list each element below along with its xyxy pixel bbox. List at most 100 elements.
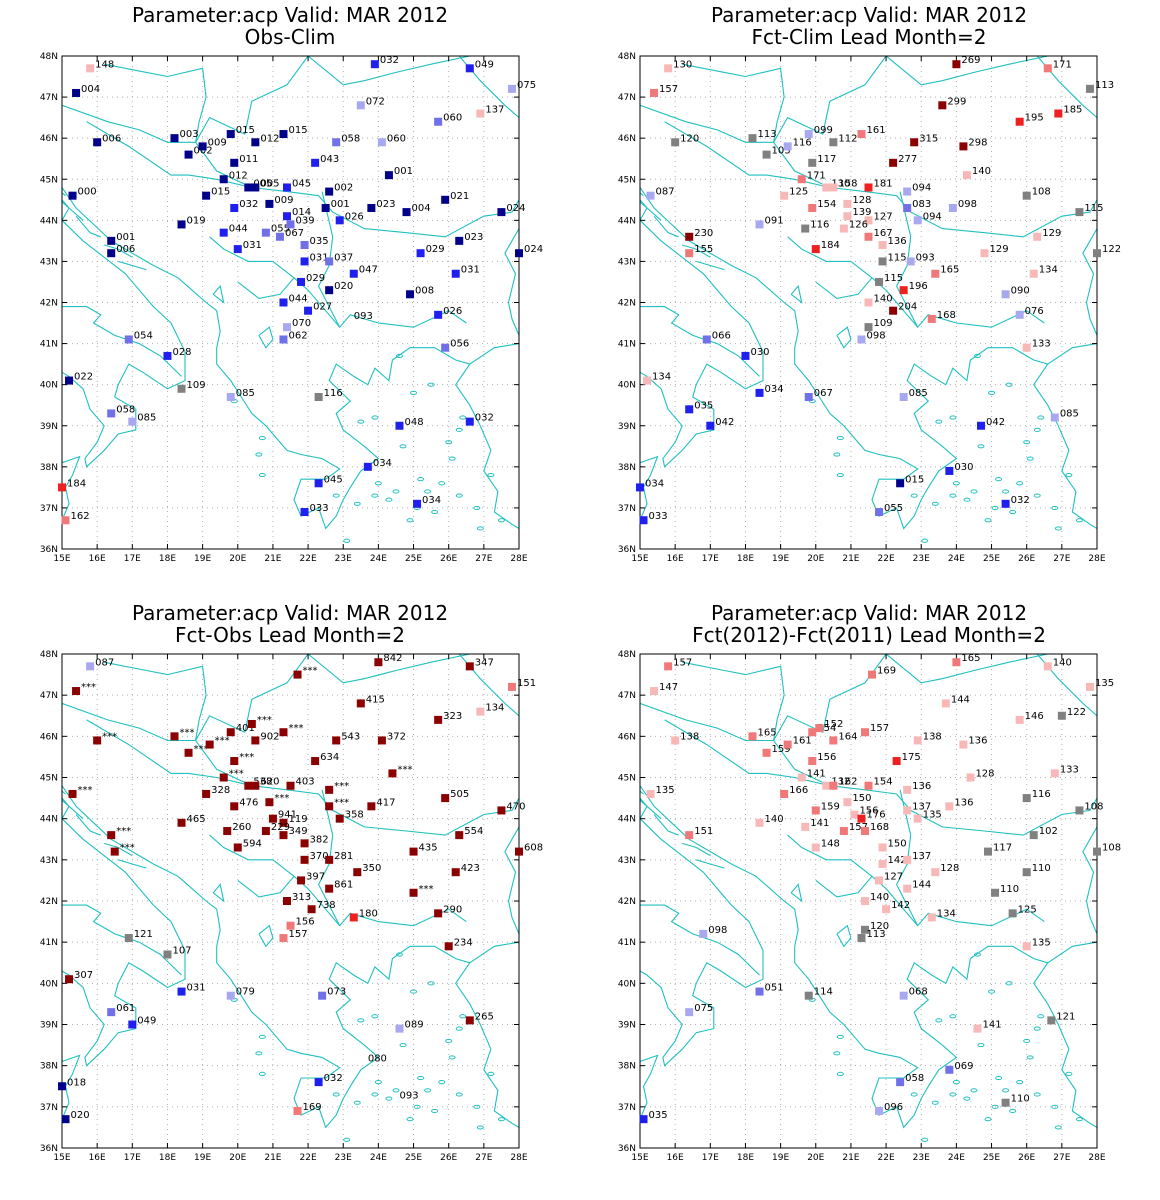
coastline	[62, 199, 186, 468]
station-square	[913, 736, 922, 745]
station-value: 024	[506, 203, 525, 214]
coastline	[1082, 825, 1097, 935]
panel-2-title: Parameter:acp Valid: MAR 2012 Fct-Clim L…	[609, 4, 1129, 48]
station-marker: 842	[374, 653, 402, 667]
station-square	[279, 335, 288, 344]
station-value: 230	[694, 228, 713, 239]
island	[1016, 481, 1024, 486]
island	[371, 1014, 379, 1019]
station-marker: 137	[903, 851, 931, 864]
station-marker: 020	[61, 1110, 90, 1124]
station-square	[864, 298, 873, 307]
station-marker: 165	[952, 653, 980, 667]
station-value: 028	[172, 347, 191, 358]
station-square	[476, 109, 485, 118]
island	[973, 952, 981, 957]
island	[1065, 1071, 1073, 1077]
lon-label: 26E	[440, 554, 457, 564]
island	[455, 1026, 463, 1031]
coastline	[104, 661, 207, 741]
station-square	[61, 516, 70, 525]
station-square	[233, 843, 242, 852]
station-value: 397	[306, 871, 325, 882]
lat-label: 39N	[40, 1021, 58, 1031]
station-marker: 023	[367, 199, 395, 213]
coastline	[317, 789, 341, 926]
station-value: 157	[870, 723, 889, 734]
station-square	[685, 232, 694, 241]
lat-label: 41N	[618, 340, 636, 350]
station-square	[741, 351, 750, 360]
lat-label: 39N	[40, 422, 58, 432]
station-value: 140	[1053, 657, 1072, 668]
station-marker: 423	[451, 863, 480, 877]
station-marker: 112	[829, 133, 857, 147]
station-value: 051	[765, 983, 784, 994]
station-marker: 126	[839, 220, 868, 233]
station-value: 060	[387, 133, 406, 144]
station-value: 061	[116, 1003, 135, 1014]
station-value: 121	[1056, 1011, 1075, 1022]
station-square	[61, 1115, 70, 1124]
station-marker: 055	[261, 224, 290, 237]
station-marker: 620	[251, 777, 279, 790]
station-marker: 031	[300, 252, 329, 266]
station-square	[1043, 64, 1052, 73]
station-square	[300, 240, 309, 249]
station-value: 114	[814, 987, 833, 998]
station-value: 110	[1000, 884, 1019, 895]
station-value: 148	[95, 59, 114, 70]
station-marker: 027	[304, 302, 332, 315]
station-marker: 083	[903, 199, 931, 213]
station-value: 135	[923, 810, 942, 821]
station-marker: ***	[409, 884, 434, 897]
station-value: 035	[310, 236, 329, 247]
station-marker: 260	[223, 822, 251, 836]
station-marker: 151	[685, 826, 713, 840]
island	[445, 1038, 453, 1044]
lon-label: 22E	[300, 1153, 317, 1163]
station-square	[226, 392, 235, 401]
station-square	[311, 757, 320, 766]
island	[977, 1042, 985, 1048]
station-marker: 127	[875, 871, 903, 885]
island	[1065, 472, 1073, 478]
station-value: 085	[909, 388, 928, 399]
station-marker: 169	[293, 1102, 322, 1115]
station-marker: 323	[434, 711, 462, 724]
station-value: 137	[485, 105, 504, 116]
island	[410, 989, 418, 994]
station-marker: 167	[864, 228, 893, 241]
station-marker: 307	[65, 970, 93, 984]
coastline	[62, 455, 81, 521]
station-value: 034	[765, 384, 784, 395]
station-square	[107, 236, 116, 245]
island	[455, 493, 463, 498]
lat-label: 46N	[40, 732, 58, 742]
station-marker: 127	[864, 211, 893, 225]
coastline	[682, 661, 785, 741]
station-value: 162	[71, 511, 90, 522]
station-square	[896, 1078, 905, 1087]
lat-label: 44N	[618, 216, 636, 226]
lon-label: 22E	[300, 554, 317, 564]
station-marker: 608	[515, 843, 543, 856]
station-square	[219, 773, 228, 782]
station-square	[755, 987, 764, 996]
station-marker: 048	[395, 417, 424, 430]
station-square	[321, 204, 330, 213]
island	[1009, 1108, 1017, 1114]
station-marker: 000	[68, 187, 97, 200]
station-marker: 094	[903, 183, 931, 196]
station-value: 196	[909, 281, 928, 292]
station-marker: 159	[762, 744, 791, 757]
coastline	[815, 277, 873, 299]
station-square	[1001, 290, 1010, 299]
lat-label: 47N	[618, 93, 636, 103]
station-square	[265, 199, 274, 208]
station-square	[804, 392, 813, 401]
station-square	[910, 138, 919, 147]
station-marker: 157	[650, 84, 678, 97]
station-value: 110	[1011, 1094, 1030, 1105]
station-value: 075	[694, 1003, 713, 1014]
